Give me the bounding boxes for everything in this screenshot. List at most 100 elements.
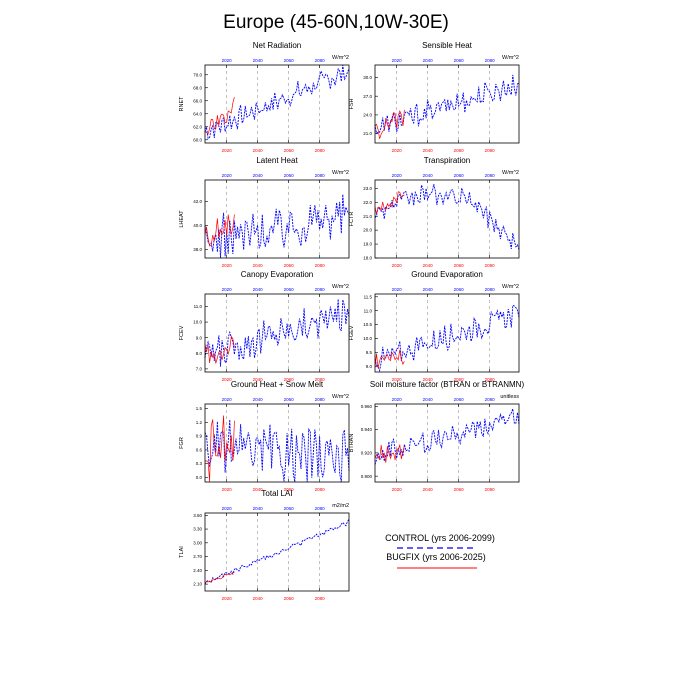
y-tick-label: 9.0: [196, 335, 203, 340]
y-tick-label: 3.60: [193, 513, 202, 518]
x-tick-label-bottom: 2080: [485, 263, 496, 268]
panel-units: W/m^2: [502, 170, 519, 176]
x-tick-label-bottom: 2040: [423, 148, 434, 153]
y-tick-label: 10.0: [193, 320, 202, 325]
legend-control-label: CONTROL (yrs 2006-2099): [385, 533, 495, 543]
panel-title: Ground Heat + Snow Melt: [231, 380, 324, 389]
x-tick-label-top: 2060: [284, 506, 295, 511]
x-tick-label-top: 2020: [392, 287, 403, 292]
plot-frame: [374, 293, 520, 373]
y-tick-label: 2.10: [193, 582, 202, 587]
series-bugfix-line: [374, 109, 405, 139]
series-control-line: [204, 194, 350, 258]
x-tick-label-bottom: 2040: [423, 263, 434, 268]
x-tick-label-top: 2020: [222, 58, 233, 63]
y-tick-label: 11.0: [194, 304, 203, 309]
y-tick-label: 42.0: [193, 199, 202, 204]
y-tick-label: 21.0: [363, 131, 372, 136]
x-tick-label-top: 2060: [284, 173, 295, 178]
series-control-line: [204, 419, 350, 483]
x-tick-label-bottom: 2040: [253, 263, 264, 268]
y-tick-label: 19.0: [363, 242, 372, 247]
y-tick-label: 1.5: [196, 406, 203, 411]
panel-0: Net Radiation W/m^2 RNET 2020 2020 2040 2040 20…: [179, 41, 350, 153]
x-tick-label-top: 2080: [315, 173, 326, 178]
x-tick-label-bottom: 2060: [284, 377, 295, 382]
y-tick-label: 23.0: [363, 186, 372, 191]
y-tick-label: 1.2: [196, 420, 203, 425]
x-tick-label-bottom: 2060: [454, 263, 465, 268]
y-tick-label: 0.6: [196, 447, 203, 452]
x-tick-label-bottom: 2080: [485, 148, 496, 153]
y-axis-label: BTRAN: [349, 434, 355, 453]
panel-units: unitless: [500, 394, 519, 400]
panel-units: m2/m2: [332, 503, 349, 509]
y-tick-label: 8.0: [196, 351, 203, 356]
plot-frame: [204, 64, 350, 144]
x-tick-label-top: 2080: [485, 397, 496, 402]
x-tick-label-top: 2040: [253, 287, 264, 292]
x-tick-label-bottom: 2040: [253, 377, 264, 382]
series-control-line: [204, 519, 350, 585]
x-tick-label-bottom: 2060: [284, 487, 295, 492]
x-tick-label-top: 2080: [315, 506, 326, 511]
panel-units: W/m^2: [502, 55, 519, 61]
plot-frame: [204, 179, 350, 259]
panel-title: Net Radiation: [253, 41, 301, 50]
panel-title: Latent Heat: [256, 156, 298, 165]
y-tick-label: 38.0: [193, 247, 202, 252]
y-tick-label: 68.0: [193, 85, 202, 90]
x-tick-label-bottom: 2060: [454, 377, 465, 382]
y-tick-label: 9.0: [366, 364, 373, 369]
y-tick-label: 66.0: [193, 98, 202, 103]
x-tick-label-bottom: 2040: [423, 487, 434, 492]
x-tick-label-top: 2080: [485, 58, 496, 63]
x-tick-label-bottom: 2080: [485, 377, 496, 382]
y-tick-label: 30.0: [363, 75, 372, 80]
panels: Net Radiation W/m^2 RNET 2020 2020 2040 2040 20…: [179, 41, 524, 601]
y-tick-label: 60.0: [193, 137, 202, 142]
series-control-line: [374, 184, 520, 250]
y-tick-label: 70.0: [193, 72, 202, 77]
x-tick-label-top: 2060: [454, 287, 465, 292]
x-tick-label-bottom: 2020: [392, 487, 403, 492]
x-tick-label-top: 2080: [315, 287, 326, 292]
x-tick-label-top: 2060: [454, 397, 465, 402]
series-control-line: [374, 304, 520, 373]
panel-units: W/m^2: [332, 394, 349, 400]
x-tick-label-top: 2040: [423, 58, 434, 63]
panel-title: Transpiration: [424, 156, 470, 165]
y-tick-label: 62.0: [193, 124, 202, 129]
x-tick-label-top: 2080: [315, 397, 326, 402]
series-bugfix-line: [204, 335, 235, 364]
y-tick-label: 10.0: [363, 336, 372, 341]
x-tick-label-bottom: 2060: [454, 487, 465, 492]
series-bugfix-line: [374, 444, 405, 463]
panel-8: Total LAI m2/m2 TLAI 2020 2020 2040 2040 2060 20…: [179, 489, 350, 601]
y-tick-label: 0.920: [361, 450, 373, 455]
x-tick-label-bottom: 2060: [284, 263, 295, 268]
y-axis-label: TLAI: [179, 546, 185, 558]
x-tick-label-top: 2080: [485, 173, 496, 178]
y-tick-label: 2.70: [193, 554, 202, 559]
panel-6: Ground Heat + Snow Melt W/m^2 FGR 2020 2020 2…: [179, 380, 350, 492]
panel-units: W/m^2: [332, 55, 349, 61]
x-tick-label-top: 2040: [423, 397, 434, 402]
x-tick-label-top: 2040: [253, 58, 264, 63]
series-bugfix-line: [204, 214, 235, 247]
y-tick-label: 22.0: [363, 200, 372, 205]
x-tick-label-bottom: 2020: [222, 148, 233, 153]
series-bugfix-line: [204, 97, 235, 135]
x-tick-label-bottom: 2020: [392, 377, 403, 382]
x-tick-label-top: 2020: [222, 506, 233, 511]
panel-3: Transpiration W/m^2 FCTR 2020 2020 2040 2040 20…: [349, 156, 520, 268]
x-tick-label-top: 2080: [485, 287, 496, 292]
figure-title: Europe (45-60N,10W-30E): [223, 12, 449, 33]
x-tick-label-bottom: 2020: [392, 148, 403, 153]
x-tick-label-bottom: 2080: [485, 487, 496, 492]
y-tick-label: 0.9: [196, 434, 203, 439]
series-control-line: [374, 74, 520, 135]
y-tick-label: 3.00: [193, 540, 202, 545]
x-tick-label-bottom: 2040: [253, 596, 264, 601]
y-tick-label: 0.960: [361, 404, 373, 409]
